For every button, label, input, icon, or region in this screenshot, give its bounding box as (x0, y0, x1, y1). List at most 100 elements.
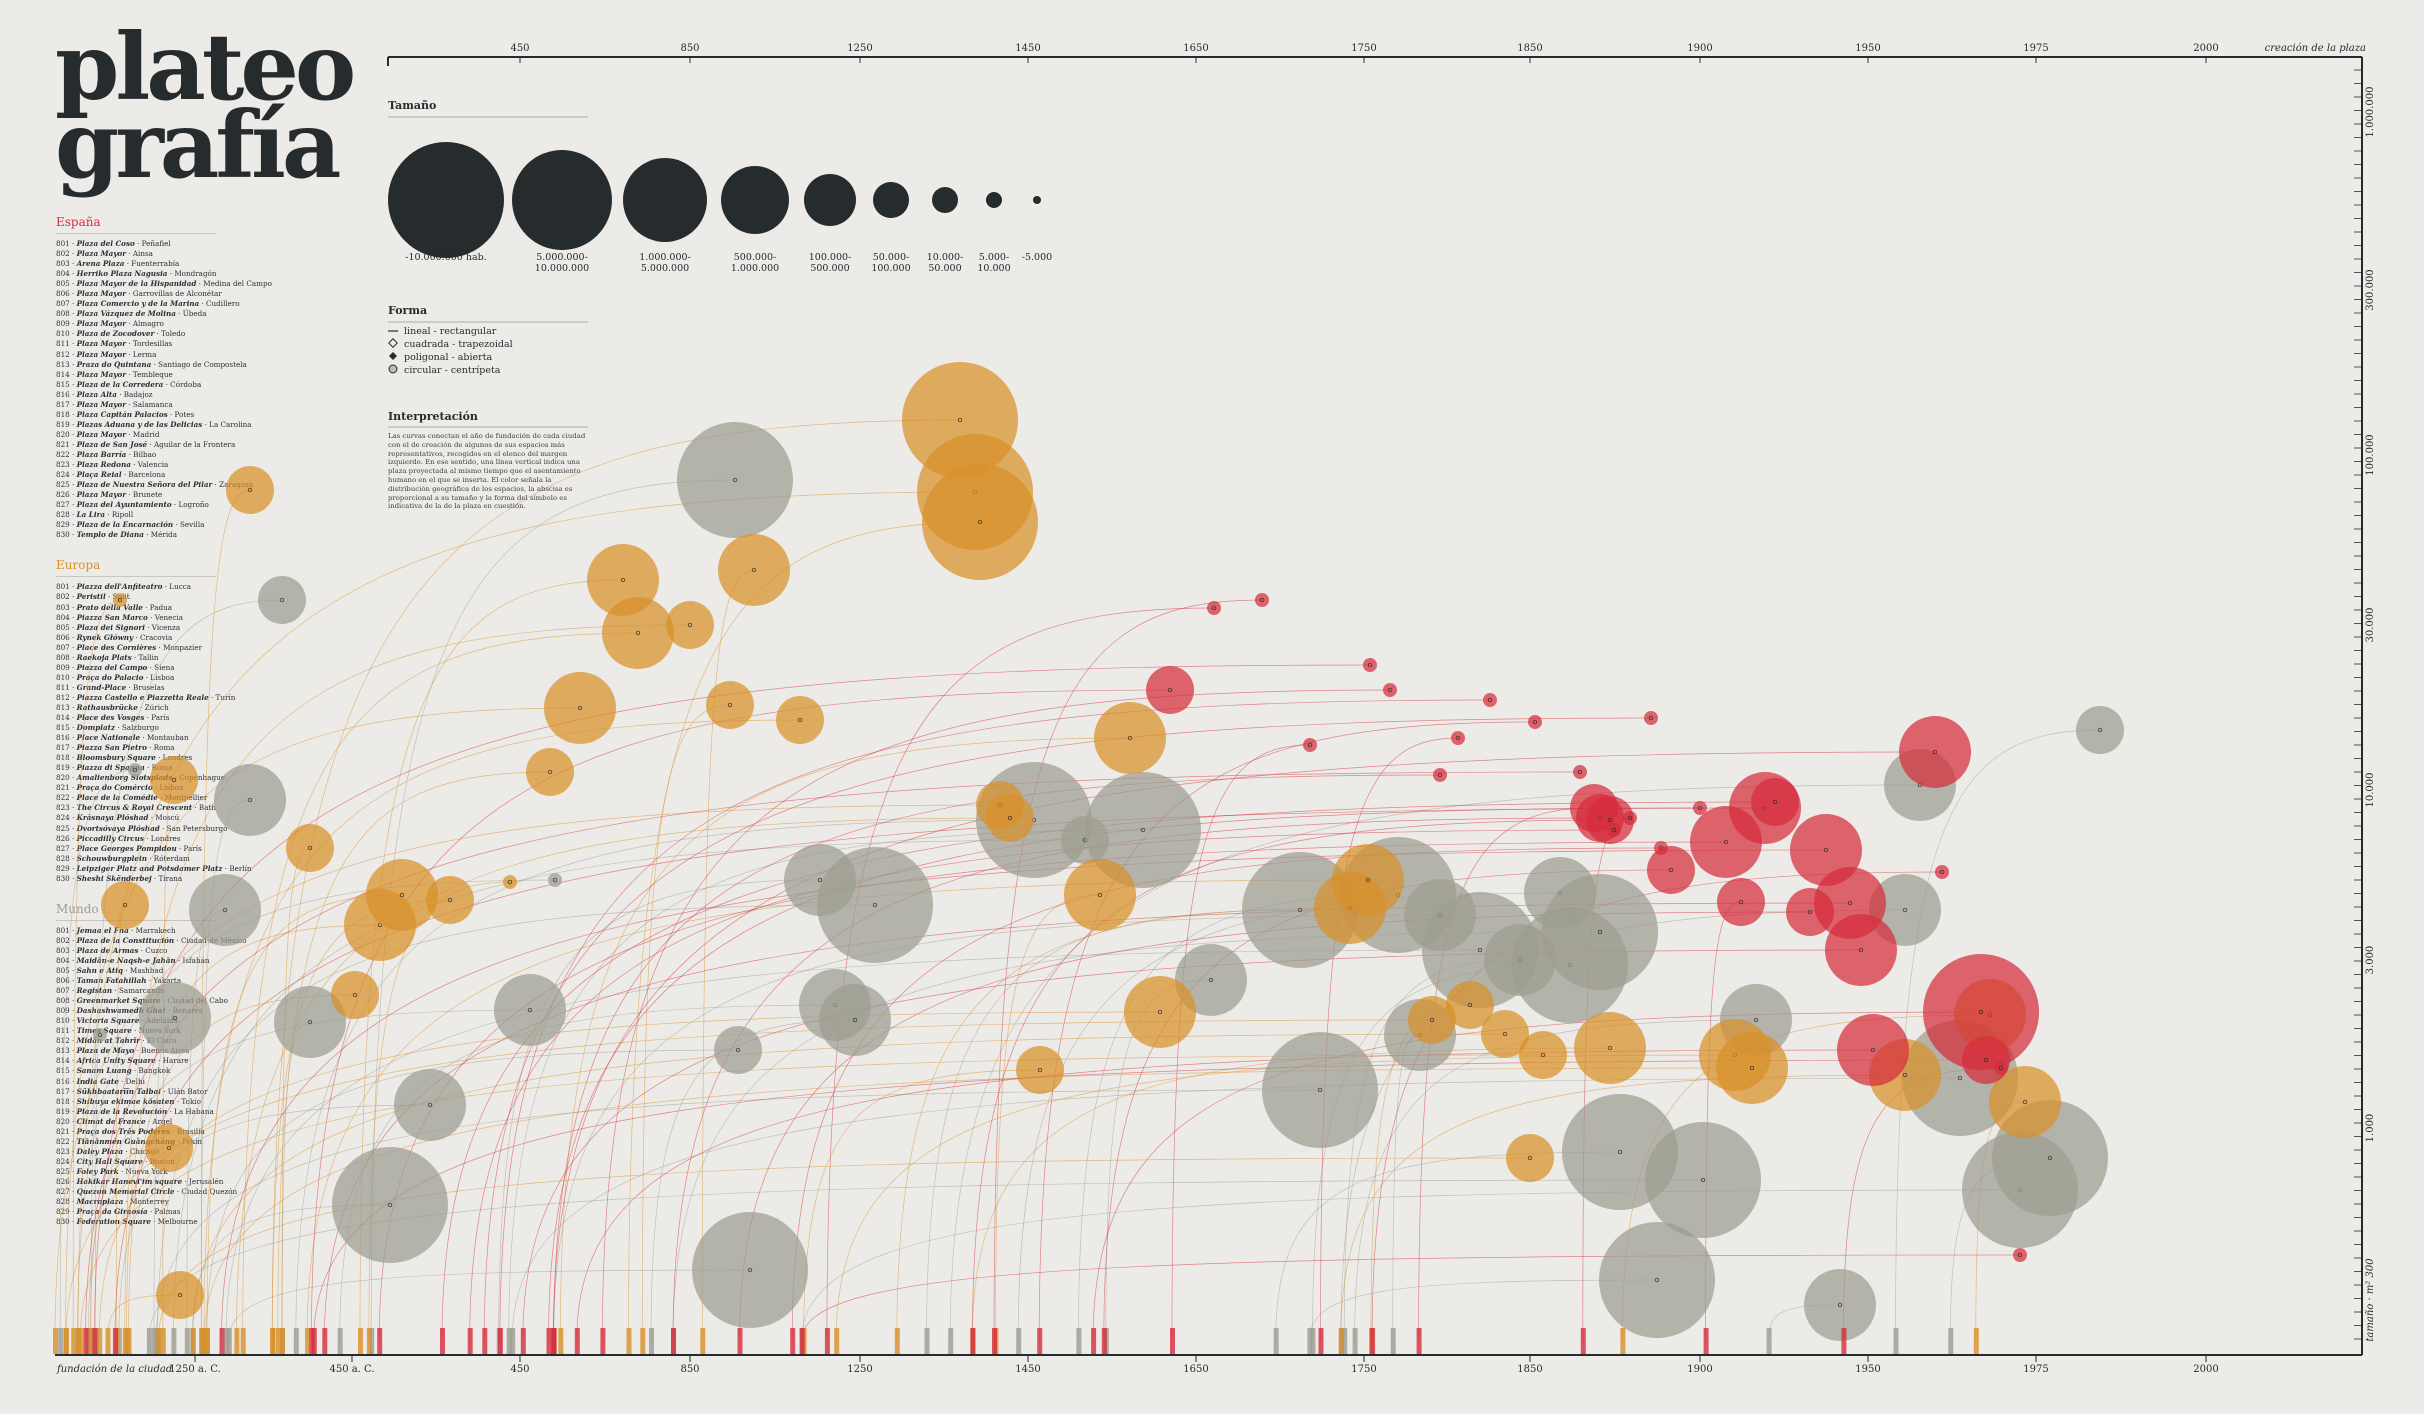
list-item: 801 · Plaza del Coso · Peñafiel (56, 239, 171, 248)
connection-curve (311, 689, 1171, 1341)
list-item: 812 · Piazza Castello e Piazzetta Reale … (56, 692, 236, 702)
list-item: 814 · Place des Vosges · París (56, 713, 170, 723)
data-circle (1262, 1032, 1378, 1148)
list-item: 816 · Place Nationale · Montauban (56, 733, 189, 743)
data-center (172, 1015, 178, 1021)
data-center (97, 1032, 103, 1038)
data-center (117, 597, 123, 603)
connection-curve (499, 699, 1491, 1341)
connection-curve (114, 807, 1766, 1341)
list-item: 817 · Piazza San Pietro · Roma (56, 743, 175, 753)
founding-mark (948, 1328, 954, 1354)
data-center (307, 1019, 313, 1025)
founding-mark (112, 1328, 118, 1354)
data-circle (189, 874, 261, 946)
list-item: 809 · Plaza Mayor · Almagro (56, 319, 164, 329)
founding-mark (520, 1328, 526, 1354)
founding-mark (1170, 1328, 1175, 1354)
data-center (247, 487, 253, 493)
founding-mark (311, 1328, 317, 1354)
founding-mark (83, 1328, 89, 1354)
data-center (751, 567, 757, 573)
list-item: 810 · Praça do Palacio · Lisboa (56, 672, 175, 682)
size-legend-label: 5.000- (979, 252, 1009, 263)
founding-mark (497, 1328, 503, 1354)
data-circle (258, 576, 306, 624)
founding-mark (53, 1328, 58, 1354)
data-circle (1506, 1134, 1554, 1182)
data-center (1870, 1047, 1876, 1053)
shape-legend-label: cuadrada - trapezoidal (404, 339, 513, 350)
list-item: 804 · Herriko Plaza Nagusia · Mondragón (56, 269, 217, 279)
data-center (547, 769, 553, 775)
list-item: 803 · Plaza de Armas · Cuzco (56, 945, 168, 955)
data-center (1211, 605, 1217, 611)
data-circle (226, 466, 274, 514)
data-circle (1481, 1010, 1529, 1058)
data-center (1611, 827, 1617, 833)
connection-curve (65, 1019, 1433, 1341)
list-item: 828 · Macroplaza · Monterrey (56, 1197, 169, 1207)
data-center (1455, 735, 1461, 741)
founding-mark (190, 1328, 196, 1354)
founding-mark (970, 1328, 976, 1354)
data-center (387, 1202, 393, 1208)
connection-curve (206, 894, 403, 1341)
top-tick-label: 1750 (1351, 43, 1376, 54)
data-center (552, 877, 558, 883)
founding-mark (834, 1328, 840, 1354)
founding-mark (626, 1328, 632, 1354)
top-tick-label: 1250 (847, 43, 872, 54)
data-center (1307, 742, 1313, 748)
bottom-tick-label: 1850 (1517, 1364, 1542, 1375)
connection-curve (1309, 1279, 1658, 1341)
data-center (872, 902, 878, 908)
founding-mark (1390, 1328, 1396, 1354)
data-center (2017, 1252, 2023, 1258)
list-item: 807 · Registan · Samarcanda (56, 986, 165, 996)
data-center (1037, 1067, 1043, 1073)
list-item: 806 · Rynek Główny · Cracovia (56, 632, 173, 642)
data-circle (494, 974, 566, 1046)
data-circle (332, 1147, 448, 1263)
founding-mark (924, 1328, 930, 1354)
data-circle (128, 763, 142, 777)
data-center (132, 767, 138, 773)
founding-mark (205, 1328, 210, 1354)
list-item: 814 · Plaza Mayor · Tembleque (56, 369, 173, 379)
founding-mark (1416, 1328, 1422, 1354)
founding-mark (280, 1328, 285, 1354)
data-center (727, 702, 733, 708)
data-circle (1837, 1014, 1909, 1086)
data-circle (101, 881, 149, 929)
data-center (1753, 1017, 1759, 1023)
connection-curve (77, 879, 556, 1341)
size-legend-label: 1.000.000 (731, 263, 779, 274)
founding-mark (671, 1328, 676, 1354)
data-circle (1094, 702, 1166, 774)
data-circle (1994, 1061, 2008, 1075)
data-circle (1573, 765, 1587, 779)
right-tick-label: 1.000 (2365, 1114, 2376, 1143)
size-legend-circle (986, 192, 1002, 208)
list-item: 827 · Place Georges Pompidou · París (56, 843, 202, 853)
data-center (1749, 1065, 1755, 1071)
founding-mark (92, 1328, 98, 1354)
square-shape-icon (388, 338, 398, 348)
founding-mark (600, 1328, 606, 1354)
connection-curve (54, 804, 1001, 1341)
founding-mark (510, 1328, 516, 1354)
data-center (1902, 907, 1908, 913)
founding-mark (146, 1328, 152, 1354)
founding-mark (337, 1328, 343, 1354)
list-item: 808 · Plaza Vázquez de Molina · Úbeda (56, 309, 207, 319)
data-center (1772, 799, 1778, 805)
top-tick-label: 1850 (1517, 43, 1542, 54)
bottom-tick-label: 1250 a. C. (169, 1364, 220, 1375)
founding-mark (199, 1328, 205, 1354)
size-legend-label: 100.000 (871, 263, 910, 274)
founding-mark (293, 1328, 299, 1354)
list-item: 808 · Raekoja Plats · Tallin (56, 652, 159, 662)
data-center (1157, 1009, 1163, 1015)
data-center (307, 845, 313, 851)
